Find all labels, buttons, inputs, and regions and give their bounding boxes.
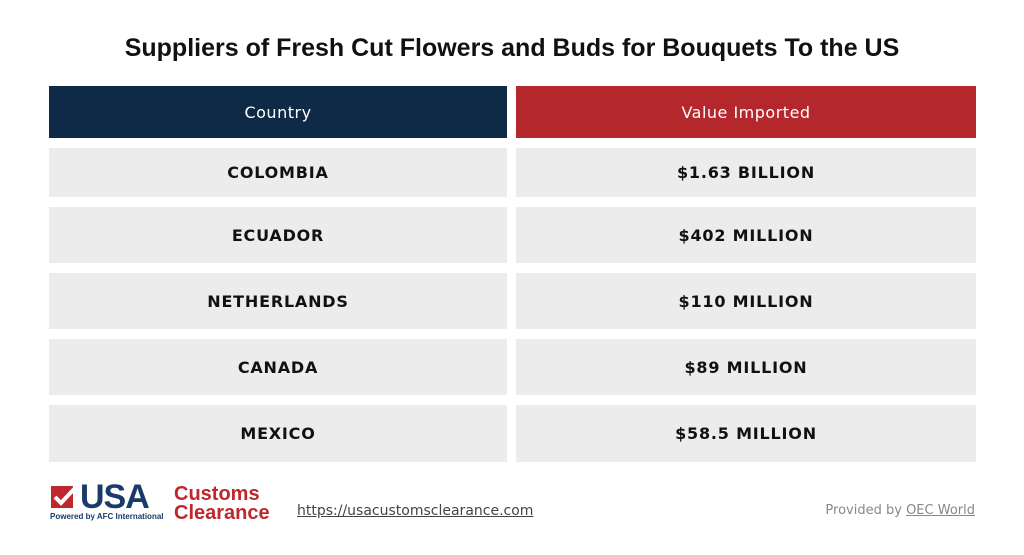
- logo-icon: [51, 485, 78, 508]
- logo-usa: USA: [80, 478, 150, 516]
- table-cell: $1.63 BILLION: [516, 148, 976, 197]
- column-header: Value Imported: [516, 86, 976, 138]
- source-credit: Provided by OEC World: [825, 503, 975, 518]
- table-cell: $58.5 MILLION: [516, 405, 976, 462]
- source-link[interactable]: OEC World: [906, 503, 975, 518]
- logo-clearance: Clearance: [174, 502, 270, 524]
- table-cell: $402 MILLION: [516, 207, 976, 263]
- table-cell: NETHERLANDS: [49, 273, 507, 329]
- provided-by: Provided by: [825, 503, 902, 518]
- table-cell: MEXICO: [49, 405, 507, 462]
- logo-customs: Customs: [174, 483, 260, 505]
- table-cell: $89 MILLION: [516, 339, 976, 395]
- table-cell: COLOMBIA: [49, 148, 507, 197]
- table-cell: ECUADOR: [49, 207, 507, 263]
- logo-tagline: Powered by AFC International: [50, 512, 164, 521]
- table-cell: $110 MILLION: [516, 273, 976, 329]
- url-link[interactable]: https://usacustomsclearance.com: [297, 503, 534, 519]
- table-cell: CANADA: [49, 339, 507, 395]
- column-header: Country: [49, 86, 507, 138]
- title: Suppliers of Fresh Cut Flowers and Buds …: [124, 34, 900, 62]
